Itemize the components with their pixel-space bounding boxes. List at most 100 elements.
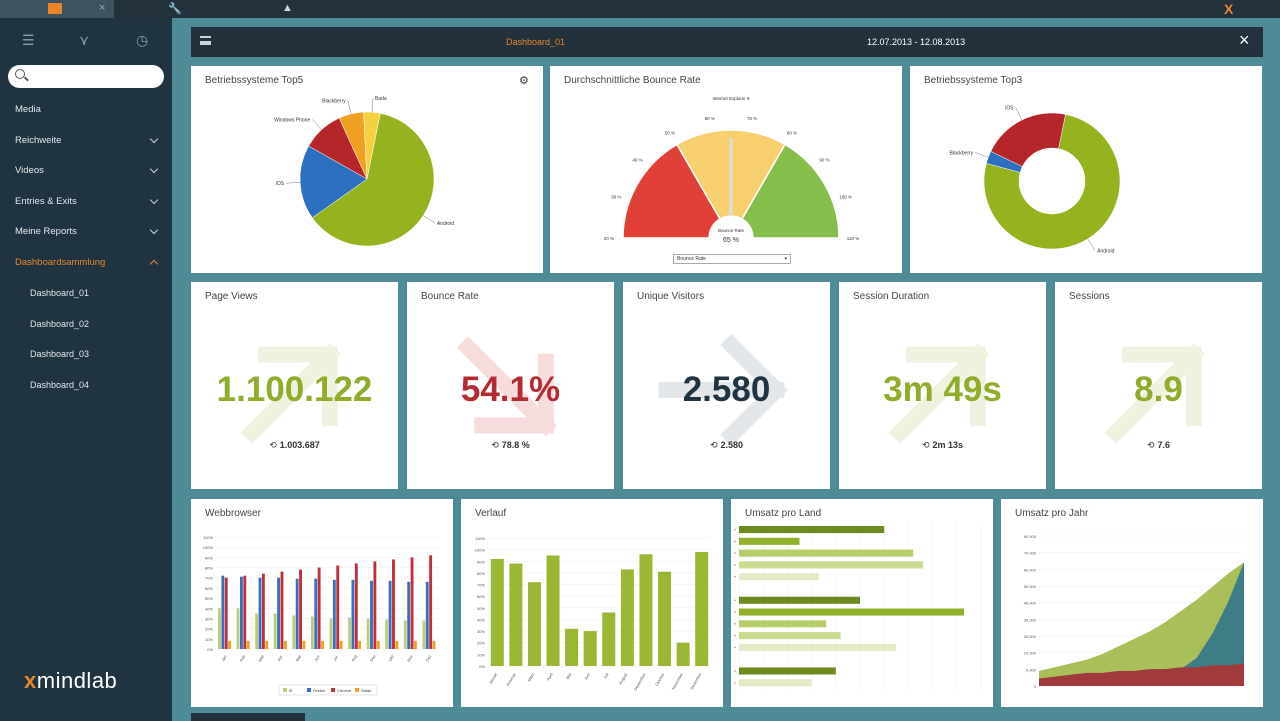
hamburger-icon[interactable] xyxy=(200,36,211,45)
y-tick-label: 50.000 xyxy=(1024,584,1037,589)
sidebar-subitem-dashboard-04[interactable]: Dashboard_04 xyxy=(0,375,172,406)
leader-line xyxy=(286,182,301,184)
tab-close-icon[interactable]: × xyxy=(99,2,106,14)
bar xyxy=(413,640,417,649)
sidebar-item-media[interactable]: Media xyxy=(0,100,172,131)
kpi-previous-value: 2m 13s xyxy=(932,440,964,450)
sidebar-item-meine-reports[interactable]: Meine Reports xyxy=(0,222,172,253)
y-tick-label: 70.000 xyxy=(1024,551,1037,556)
y-tick xyxy=(734,646,736,649)
sidebar-item-label: Reichweite xyxy=(15,134,62,146)
y-tick-label: 70% xyxy=(205,576,213,581)
area-chart: 0 5.000 10.000 20.000 30.000 40.000 50.000 60.0… xyxy=(1024,534,1244,689)
chevron-down-icon xyxy=(149,225,159,235)
sidebar-item-label: Dashboard_01 xyxy=(30,288,90,298)
bar xyxy=(265,640,269,649)
mindlab-logo: xmindlab xyxy=(24,668,117,694)
sidebar-item-dashboardsammlung[interactable]: Dashboardsammlung xyxy=(0,253,172,284)
y-tick-label: 100% xyxy=(475,548,486,553)
wrench-icon[interactable]: 🔧 xyxy=(168,3,182,15)
x-tick-label: März xyxy=(527,672,536,682)
filter-icon[interactable]: ⋎ xyxy=(79,32,90,48)
bar xyxy=(739,573,819,581)
settings-icon[interactable]: ⚙ xyxy=(519,75,529,87)
leader-line xyxy=(371,98,374,113)
bar xyxy=(695,551,709,666)
x-tick-label: Jun xyxy=(313,654,321,662)
y-tick xyxy=(734,575,736,578)
active-app-tab[interactable]: × xyxy=(0,0,114,18)
bar xyxy=(739,537,800,545)
sidebar-item-label: Meine Reports xyxy=(15,226,77,237)
sidebar-nav: Media Reichweite Videos Entries & Exits … xyxy=(0,100,172,405)
card-title: Umsatz pro Land xyxy=(745,508,822,519)
sidebar-subitem-dashboard-03[interactable]: Dashboard_03 xyxy=(0,344,172,375)
y-tick-label: 30% xyxy=(205,616,213,621)
slice-label: Windows Phone xyxy=(274,117,310,123)
y-tick-label: 110% xyxy=(475,536,485,541)
chevron-up-icon xyxy=(149,259,159,268)
sidebar-item-reichweite[interactable]: Reichweite xyxy=(0,131,172,162)
bar xyxy=(429,555,433,649)
bar xyxy=(395,640,399,649)
y-tick-label: 20% xyxy=(205,627,213,632)
pie-slice xyxy=(311,113,435,247)
kpi-previous: ⟲ 7.6 xyxy=(1055,440,1262,451)
metric-select-value: Bounce Rate xyxy=(677,256,706,262)
bar-chart: 0% 10% 20% 30% 40% 50% 60% 70% 80% 90% 100% 110% Jan… xyxy=(475,536,711,691)
sidebar-subitem-dashboard-02[interactable]: Dashboard_02 xyxy=(0,314,172,345)
card-bounce-gauge: Durchschnittliche Bounce Rate 20 % 30 % 40… xyxy=(550,66,902,273)
x-tick-label: Mai xyxy=(565,672,573,680)
kpi-title: Page Views xyxy=(205,291,258,302)
bar xyxy=(310,616,314,649)
dashboard-header: Dashboard_01 12.07.2013 - 12.08.2013 × xyxy=(191,27,1263,57)
card-title: Betriebssysteme Top3 xyxy=(924,75,1023,86)
grouped-bar-chart: 0% 10% 20% 30% 40% 50% 60% 70% 80% 90% 100% 110% Jan… xyxy=(203,535,439,696)
kpi-previous-value: 2.580 xyxy=(720,440,744,450)
rocket-icon[interactable]: ▲ xyxy=(282,2,293,14)
arrow-shaft xyxy=(456,336,558,437)
legend-swatch xyxy=(307,688,311,692)
clock-icon[interactable]: ◷ xyxy=(136,32,149,48)
legend-swatch xyxy=(283,688,287,692)
y-tick-label: 10.000 xyxy=(1024,651,1037,656)
bar xyxy=(280,571,284,649)
arrow-head xyxy=(258,346,338,427)
gauge-tick-label: 30 % xyxy=(611,194,621,199)
history-icon: ⟲ xyxy=(1146,440,1155,450)
bar xyxy=(373,561,377,649)
arrow-shaft xyxy=(888,343,990,444)
kpi-card: Bounce Rate 54.1% ⟲ 78.8 % xyxy=(407,282,614,489)
kpi-card: Page Views 1.100.122 ⟲ 1.003.687 xyxy=(191,282,398,489)
bar xyxy=(366,618,370,649)
sidebar-item-videos[interactable]: Videos xyxy=(0,161,172,192)
history-icon: ⟲ xyxy=(921,440,930,450)
y-tick-label: 110% xyxy=(203,535,213,540)
donut-chart: Android Blackberry iOS xyxy=(950,106,1121,255)
card-os-top5: Betriebssysteme Top5 ⚙ Android iOS Windows… xyxy=(191,66,543,273)
area-series xyxy=(1039,562,1244,686)
kpi-previous: ⟲ 1.003.687 xyxy=(191,440,398,451)
chevron-down-icon xyxy=(149,195,159,204)
kpi-value: 3m 49s xyxy=(883,370,1002,409)
sidebar-item-entries-exits[interactable]: Entries & Exits xyxy=(0,192,172,223)
bottom-tab[interactable] xyxy=(191,713,305,721)
gauge-tick-label: 50 % xyxy=(665,130,675,135)
y-tick-label: 40.000 xyxy=(1024,601,1037,606)
pie-slice xyxy=(299,145,368,219)
search-input[interactable] xyxy=(8,65,164,88)
close-icon[interactable]: × xyxy=(1239,30,1250,50)
metric-select[interactable]: Bounce Rate ▾ xyxy=(673,254,791,264)
bar xyxy=(299,569,302,649)
date-range[interactable]: 12.07.2013 - 12.08.2013 xyxy=(867,37,966,47)
bar xyxy=(432,640,436,649)
x-tick-label: Mär xyxy=(257,653,265,662)
bar xyxy=(403,620,407,649)
x-tick-label: Nov xyxy=(406,654,414,663)
bar xyxy=(509,563,523,666)
sidebar-subitem-dashboard-01[interactable]: Dashboard_01 xyxy=(0,283,172,314)
gauge-tick-label: 40 % xyxy=(632,158,642,163)
y-tick-label: 40% xyxy=(205,606,213,611)
bar xyxy=(358,640,362,649)
menu-icon[interactable]: ☰ xyxy=(22,32,35,48)
